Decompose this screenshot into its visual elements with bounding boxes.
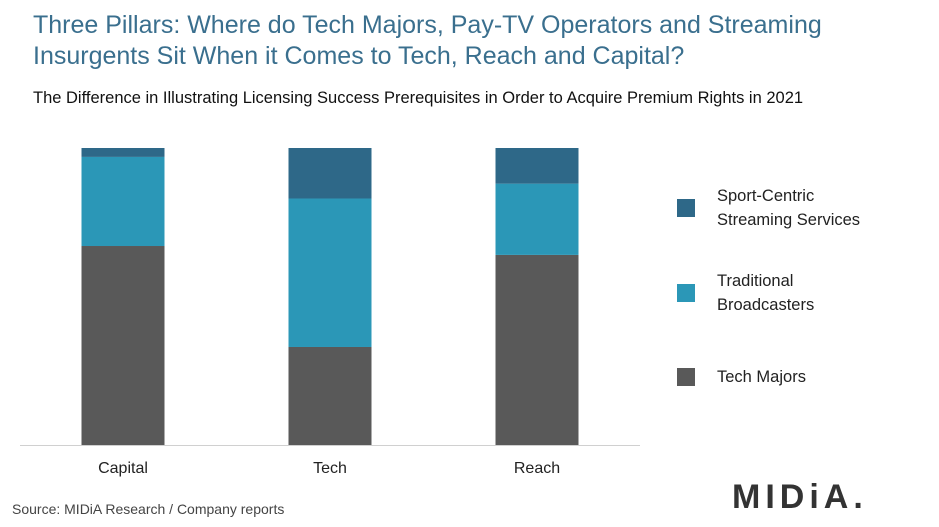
legend-label: Sport-Centric Streaming Services (717, 187, 861, 229)
bar-segment (495, 183, 579, 255)
x-tick-label: Capital (98, 460, 148, 477)
bar-segment (288, 148, 372, 199)
x-tick-label: Reach (514, 460, 560, 477)
legend-swatch (677, 368, 695, 386)
bar-segment (495, 254, 579, 445)
bar-segment (81, 246, 165, 445)
bar-segment (81, 156, 165, 247)
source-note: Source: MIDiA Research / Company reports (12, 501, 285, 517)
chart-title: Three Pillars: Where do Tech Majors, Pay… (33, 11, 822, 70)
legend-swatch (677, 284, 695, 302)
x-tick-label: Tech (313, 460, 347, 477)
bar-segment (81, 148, 165, 157)
legend-label: Traditional Broadcasters (717, 272, 815, 314)
legend-label: Tech Majors (717, 368, 806, 386)
bar-segment (288, 198, 372, 347)
bar-segment (288, 346, 372, 445)
bar-segment (495, 148, 579, 184)
legend-swatch (677, 199, 695, 217)
chart-subtitle: The Difference in Illustrating Licensing… (33, 89, 804, 107)
logo: MIDiA. (732, 478, 868, 516)
